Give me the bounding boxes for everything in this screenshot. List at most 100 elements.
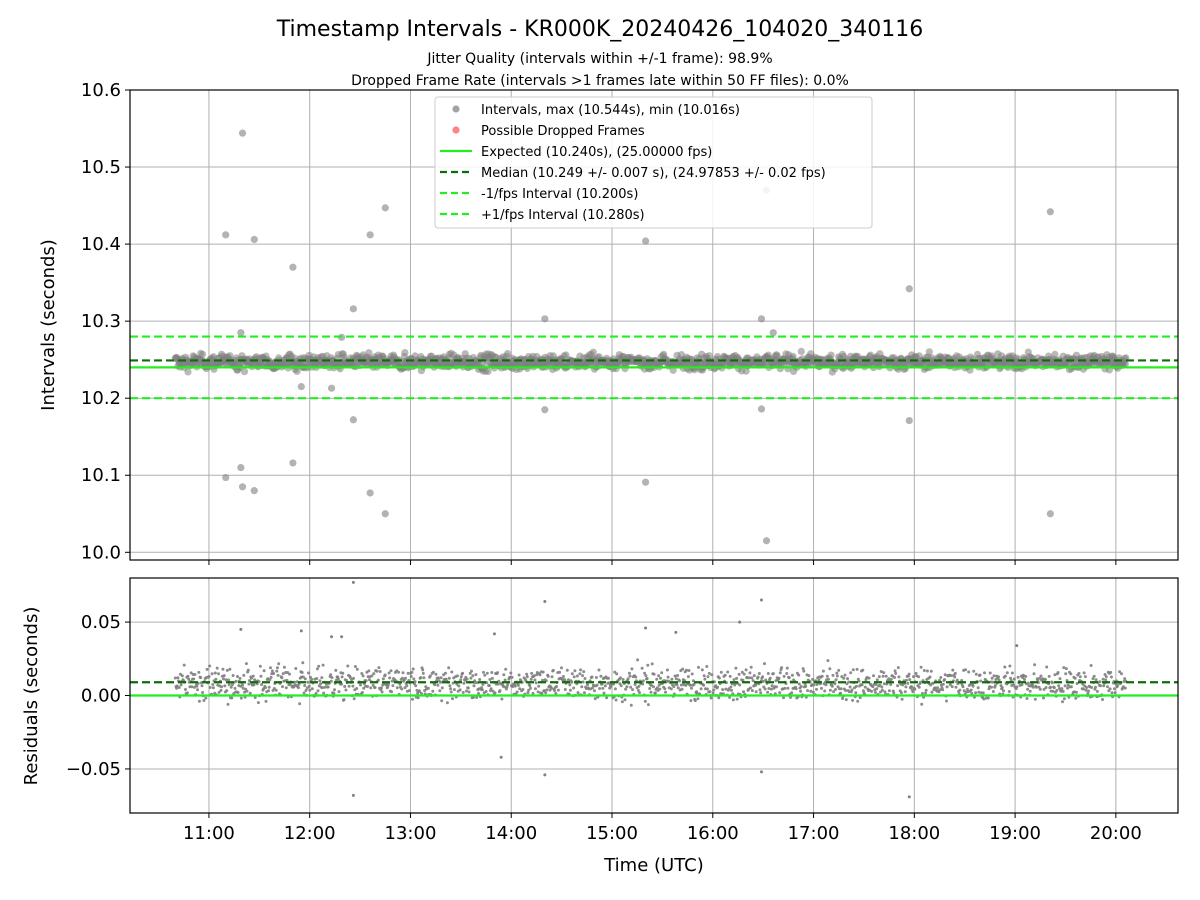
residual-point <box>260 683 264 686</box>
residual-point <box>938 688 942 692</box>
residual-point <box>770 684 774 688</box>
residual-point <box>655 677 659 681</box>
residual-point <box>192 685 196 689</box>
residual-point <box>939 676 943 679</box>
residual-point <box>1031 685 1035 689</box>
residual-point <box>680 687 684 691</box>
residual-point <box>971 684 975 688</box>
residual-point <box>920 692 924 695</box>
residual-point <box>640 666 644 670</box>
residual-point <box>804 684 808 688</box>
residual-point <box>1041 677 1045 681</box>
residual-point <box>219 688 223 692</box>
residual-point <box>775 685 778 689</box>
residual-point <box>541 670 545 674</box>
residual-point <box>294 667 298 670</box>
residual-point <box>401 671 405 675</box>
residual-point <box>518 687 522 691</box>
residual-point <box>641 679 645 683</box>
residual-point <box>849 671 853 675</box>
residual-point <box>758 688 762 692</box>
intervals-y-tick-label: 10.2 <box>81 388 121 409</box>
residual-point <box>1009 678 1013 682</box>
interval-outlier-point <box>366 489 374 497</box>
residual-point <box>702 674 706 678</box>
residual-point <box>754 690 758 694</box>
residual-point <box>844 689 848 692</box>
residual-point <box>274 688 278 692</box>
residual-point <box>307 671 310 675</box>
residual-point <box>334 668 338 672</box>
residual-point <box>582 670 586 674</box>
interval-point <box>365 349 373 357</box>
residual-point <box>681 667 685 671</box>
residual-point <box>533 678 537 682</box>
residual-point <box>649 690 653 694</box>
residual-point <box>337 690 341 694</box>
residual-point <box>601 686 605 690</box>
legend-entry-label: Median (10.249 +/- 0.007 s), (24.97853 +… <box>481 166 826 181</box>
residual-point <box>1026 681 1030 685</box>
residual-point <box>282 665 286 669</box>
residual-point <box>329 679 333 683</box>
residual-point <box>304 689 308 692</box>
residual-point <box>482 670 485 674</box>
residual-point <box>1106 685 1109 689</box>
residual-point <box>685 668 688 672</box>
residual-point <box>262 669 266 673</box>
residual-point <box>625 685 629 689</box>
residual-point <box>243 690 246 694</box>
residuals-y-tick-label: 0.05 <box>81 612 121 633</box>
residual-point <box>340 675 344 679</box>
residual-point <box>360 691 364 694</box>
residual-point <box>1108 687 1112 691</box>
residual-point <box>594 676 598 679</box>
residual-point <box>896 684 900 688</box>
residual-point <box>590 675 594 679</box>
residual-point <box>990 676 994 680</box>
residual-point <box>1104 675 1108 679</box>
residual-point <box>379 686 383 690</box>
residual-point <box>502 673 506 677</box>
residual-point <box>208 686 212 689</box>
residual-point <box>179 683 183 687</box>
residual-point <box>768 676 772 680</box>
residual-point <box>1085 686 1089 689</box>
residual-point <box>908 678 912 682</box>
residual-point <box>406 671 410 675</box>
residual-point <box>330 676 334 680</box>
residual-point <box>410 670 414 674</box>
residual-point <box>848 685 852 689</box>
residual-point <box>844 698 848 702</box>
residual-outlier-point <box>340 635 344 639</box>
residual-point <box>674 677 678 681</box>
residual-point <box>468 671 472 675</box>
residual-point <box>431 670 435 674</box>
residual-point <box>509 671 513 675</box>
interval-outlier-point <box>541 315 549 323</box>
residual-point <box>580 685 584 689</box>
residual-point <box>459 675 463 679</box>
interval-outlier-point <box>250 487 258 495</box>
residual-point <box>341 671 345 675</box>
residual-point <box>845 682 849 686</box>
interval-outlier-point <box>642 237 650 245</box>
residual-point <box>315 677 319 680</box>
residual-point <box>197 670 201 674</box>
residual-point <box>215 666 219 670</box>
legend-box <box>434 96 873 229</box>
residual-point <box>472 684 476 688</box>
residual-point <box>563 678 567 682</box>
residual-point <box>336 677 340 681</box>
residual-point <box>1020 683 1024 687</box>
residual-point <box>1062 697 1066 701</box>
residual-point <box>686 675 690 679</box>
residual-point <box>467 690 471 694</box>
residual-point <box>272 672 276 675</box>
residual-point <box>637 684 641 688</box>
residual-point <box>538 673 542 677</box>
residual-point <box>929 669 933 673</box>
residual-point <box>1056 671 1060 674</box>
residual-point <box>778 671 782 675</box>
